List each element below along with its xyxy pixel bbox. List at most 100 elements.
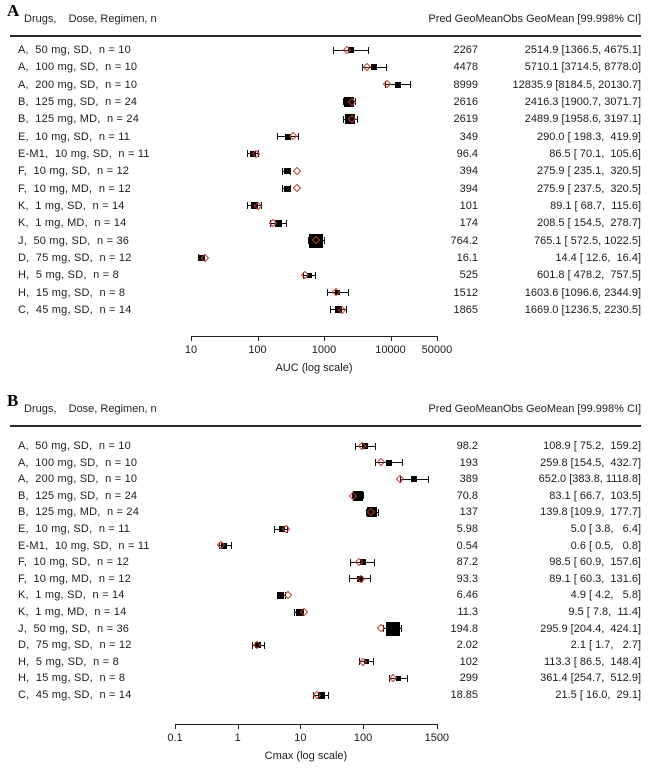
pred-geomean-value: 525: [459, 269, 478, 282]
ci-cap-right: [258, 150, 260, 158]
obs-square-marker: [367, 507, 378, 518]
pred-geomean-value: 102: [459, 655, 478, 668]
ci-cap-left: [382, 625, 384, 633]
ci-cap-left: [359, 658, 361, 666]
forest-row-label: J, 50 mg, SD, n = 36: [18, 622, 130, 635]
ci-cap-left: [218, 542, 220, 550]
ci-cap-left: [307, 237, 309, 245]
obs-geomean-value: 765.1 [ 572.5, 1022.5]: [533, 234, 641, 247]
pred-geomean-value: 70.8: [456, 489, 478, 502]
ci-cap-left: [330, 306, 332, 314]
obs-square-marker: [283, 185, 290, 192]
obs-square-marker: [344, 96, 355, 107]
forest-row-label: F, 10 mg, SD, n = 12: [18, 556, 130, 569]
ci-cap-right: [346, 306, 348, 314]
pred-geomean-value: 93.3: [456, 572, 478, 585]
obs-square-marker: [359, 559, 366, 566]
obs-square-marker: [295, 608, 303, 616]
ci-cap-right: [284, 591, 286, 599]
ci-cap-left: [399, 475, 401, 483]
pred-geomean-value: 389: [459, 473, 478, 486]
x-axis-tick-label: 1000: [311, 344, 337, 356]
forest-row-label: B, 125 mg, SD, n = 24: [18, 489, 138, 502]
x-axis-tick: [257, 336, 259, 341]
pred-geomean-value: 4478: [453, 61, 478, 74]
pred-geomean-value: 2267: [453, 44, 478, 56]
obs-geomean-value: 1603.6 [1096.6, 2344.9]: [524, 286, 641, 299]
ci-cap-left: [293, 608, 295, 616]
pred-geomean-value: 194.8: [450, 622, 478, 635]
obs-geomean-value: 275.9 [ 237.5, 320.5]: [537, 182, 641, 195]
ci-cap-right: [401, 625, 403, 633]
forest-row-label: K, 1 mg, SD, n = 14: [18, 199, 125, 212]
obs-square-marker: [277, 591, 285, 599]
header-rule: [10, 425, 641, 427]
obs-square-marker: [309, 233, 324, 248]
obs-geomean-value: 361.4 [254.7, 512.9]: [540, 672, 641, 685]
obs-geomean-value: 1669.0 [1236.5, 2230.5]: [524, 303, 641, 316]
ci-cap-left: [352, 492, 354, 500]
ci-cap-right: [401, 459, 403, 467]
pred-geomean-value: 11.3: [457, 606, 478, 618]
obs-geomean-value: 5.0 [ 3.8, 6.4]: [570, 523, 641, 535]
ci-cap-left: [355, 442, 357, 450]
pred-geomean-value: 6.46: [456, 589, 478, 602]
panel-b-cmax: B Drugs, Dose, Regimen, n Pred GeoMean O…: [0, 390, 649, 768]
panel-a-x-axis: 10 100 1000 10000 50000 AUC (log scale): [185, 336, 452, 374]
forest-row-label: E-M1, 10 mg, SD, n = 11: [18, 147, 150, 160]
x-axis-tick-label: 1: [234, 732, 241, 744]
obs-geomean-value: 83.1 [ 66.7, 103.5]: [549, 489, 641, 502]
pred-geomean-value: 764.2: [450, 234, 478, 247]
x-axis-tick: [363, 724, 365, 729]
forest-row-label: J, 50 mg, SD, n = 36: [18, 234, 130, 247]
pred-geomean-value: 0.54: [456, 539, 478, 552]
obs-square-marker: [275, 219, 283, 227]
obs-geomean-value: 86.5 [ 70.1, 105.6]: [549, 147, 641, 160]
forest-row-label: A, 50 mg, SD, n = 10: [18, 440, 131, 452]
column-header-pred-geomean: Pred GeoMean: [428, 403, 503, 415]
x-axis-tick-label: 10000: [375, 344, 406, 356]
ci-cap-right: [355, 98, 357, 106]
obs-geomean-value: 2416.3 [1900.7, 3071.7]: [524, 95, 641, 108]
pred-geomean-value: 1512: [453, 286, 478, 299]
ci-cap-right: [427, 475, 429, 483]
pred-geomean-value: 394: [459, 165, 478, 178]
ci-cap-right: [297, 133, 299, 141]
pred-geomean-value: 1865: [453, 303, 478, 316]
forest-row-label: K, 1 mg, SD, n = 14: [18, 589, 125, 602]
column-header-drugs-dose-regimen: Drugs, Dose, Regimen, n: [24, 403, 157, 415]
obs-geomean-value: 275.9 [ 235.1, 320.5]: [537, 165, 641, 178]
ci-cap-left: [384, 81, 386, 89]
column-header-pred-geomean: Pred GeoMean: [428, 13, 503, 25]
forest-row-label: F, 10 mg, MD, n = 12: [18, 572, 131, 585]
obs-square-marker: [395, 675, 401, 681]
x-axis-title: Cmax (log scale): [264, 750, 348, 762]
pred-geomean-value: 2619: [453, 113, 478, 126]
x-axis-tick-label: 100: [248, 344, 267, 356]
forest-row-label: B, 125 mg, MD, n = 24: [18, 113, 140, 126]
x-axis-title: AUC (log scale): [275, 362, 353, 374]
ci-cap-right: [286, 219, 288, 227]
forest-row-label: C, 45 mg, SD, n = 14: [18, 689, 132, 701]
obs-square-marker: [411, 476, 418, 483]
obs-square-marker: [317, 691, 325, 699]
pred-geomean-value: 299: [459, 672, 478, 685]
obs-square-marker: [250, 202, 258, 210]
obs-geomean-value: 2489.9 [1958.6, 3197.1]: [524, 113, 641, 126]
forest-row-label: A, 200 mg, SD, n = 10: [18, 78, 138, 91]
obs-geomean-value: 21.5 [ 16.0, 29.1]: [555, 689, 641, 701]
column-header-drugs-dose-regimen: Drugs, Dose, Regimen, n: [24, 13, 157, 25]
pred-geomean-value: 96.4: [456, 147, 478, 160]
ci-cap-left: [302, 271, 304, 279]
x-axis-tick: [436, 336, 438, 341]
panel-a-plot-area: A, 50 mg, SD, n = 10 2267 2514.9 [1366.5, …: [18, 44, 641, 316]
forest-row-label: H, 15 mg, SD, n = 8: [18, 286, 126, 299]
forest-row-label: H, 15 mg, SD, n = 8: [18, 672, 126, 685]
ci-cap-right: [290, 185, 292, 193]
forest-row-label: K, 1 mg, MD, n = 14: [18, 606, 127, 618]
forest-row-label: H, 5 mg, SD, n = 8: [18, 269, 119, 282]
obs-square-marker: [198, 254, 205, 261]
forest-row-label: B, 125 mg, SD, n = 24: [18, 95, 138, 108]
pred-geomean-value: 174: [459, 217, 478, 230]
ci-cap-right: [377, 508, 379, 516]
